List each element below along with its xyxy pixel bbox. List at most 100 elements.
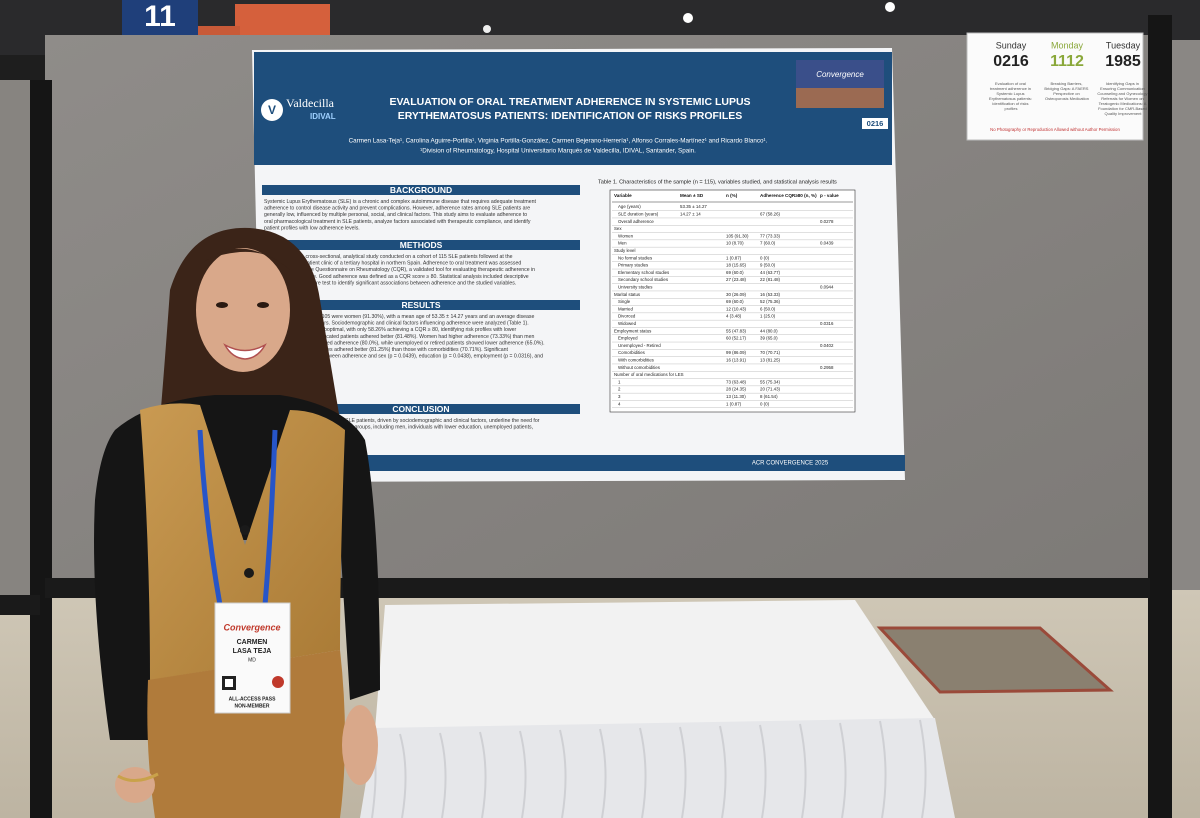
hand — [342, 705, 378, 785]
table-header: n (%) — [726, 193, 738, 198]
table-variable: Widowed — [618, 321, 637, 326]
trousers — [147, 650, 345, 818]
section-heading: RESULTS — [401, 300, 440, 310]
table-variable: Sex — [614, 226, 622, 231]
table-cell: 16 (53.33) — [760, 292, 781, 297]
section-bar — [262, 240, 580, 250]
poster-footer: ACR CONVERGENCE 2025 — [752, 461, 829, 467]
poster-title: EVALUATION OF ORAL TREATMENT ADHERENCE I… — [389, 96, 750, 108]
table-variable: Men — [618, 241, 627, 246]
schedule-day: Tuesday — [1106, 40, 1141, 50]
table-variable: Comorbidities — [618, 350, 646, 355]
table-cell: 69 (60.0) — [726, 299, 744, 304]
badge-event: Convergence — [223, 622, 280, 632]
table-cell: 0.0278 — [820, 219, 834, 224]
table-cell: 9 (50.0) — [760, 263, 776, 268]
floor-plate — [876, 626, 1114, 694]
schedule-footer: No Photography or Reproduction Allowed w… — [990, 127, 1120, 132]
logo-letter: V — [268, 103, 276, 117]
tablecloth-folds — [369, 719, 927, 818]
table-variable: Without comorbidities — [618, 365, 661, 370]
hand — [115, 767, 155, 803]
tablecloth-top — [375, 600, 935, 730]
table-cell: 22 (81.48) — [760, 277, 781, 282]
schedule-note: Evaluation of oral treatment adherence i… — [989, 81, 1033, 111]
table-variable: Employment status — [614, 328, 652, 333]
table-variable: 4 — [618, 401, 621, 406]
table-variable: Unemployed - Retired — [618, 343, 661, 348]
poster: V Valdecilla IDIVAL EVALUATION OF ORAL T… — [252, 48, 905, 482]
table-variable: Primary studies — [618, 263, 649, 268]
table-cell: 30 (26.09) — [726, 292, 747, 297]
table-cell: 16 (13.91) — [726, 357, 747, 362]
tablecloth-skirt — [360, 718, 955, 818]
table-variable: SLE duration (years) — [618, 211, 659, 216]
table-cell: 20 (71.43) — [760, 387, 781, 392]
eye — [216, 302, 228, 308]
badge-dot — [272, 676, 284, 688]
table-cell: 44 (63.77) — [760, 270, 781, 275]
table-variable: Overall adherence — [618, 219, 654, 224]
institution: Valdecilla — [286, 96, 335, 110]
table-cell: 0.0316 — [820, 321, 834, 326]
gate-number: 11 — [144, 0, 176, 33]
light — [885, 2, 895, 12]
table-variable: Secondary school studies — [618, 277, 669, 282]
schedule-sign: Sunday 0216 Evaluation of oral treatment a… — [966, 32, 1149, 141]
table-variable: Divorced — [618, 314, 636, 319]
table-variable: Women — [618, 233, 634, 238]
logo-mark — [261, 99, 283, 121]
hair-fringe — [200, 248, 290, 270]
table-cell: 52 (75.36) — [760, 299, 781, 304]
table-header: Mean ± SD — [680, 193, 704, 198]
schedule-note: Identifying Gaps in Ensuring Communicati… — [1097, 81, 1148, 116]
section-text: Systemic Lupus Erythematosus (SLE) is a … — [264, 199, 537, 231]
schedule-day: Monday — [1051, 40, 1084, 50]
table-cell: 99 (86.09) — [726, 350, 747, 355]
table-cell: 77 (73.33) — [760, 233, 781, 238]
badge-name: CARMEN — [237, 639, 268, 646]
table-cell: 1 (0.87) — [726, 255, 742, 260]
schedule-number: 0216 — [993, 53, 1029, 70]
badge-pass: ALL-ACCESS PASS — [229, 696, 277, 702]
table-cell: 73 (63.48) — [726, 379, 747, 384]
face — [196, 248, 290, 372]
table-cell: 53.35 ± 14.27 — [680, 204, 707, 209]
table-caption: Table 1. Characteristics of the sample (… — [598, 179, 837, 185]
institution-sub: IDIVAL — [310, 112, 336, 121]
table-cell: 0.0944 — [820, 284, 834, 289]
poster-footer-bar — [360, 455, 905, 471]
light — [483, 25, 491, 33]
display-table — [360, 600, 955, 818]
lanyard — [197, 429, 278, 606]
badge-card — [214, 602, 291, 714]
table-variable: Employed — [618, 336, 638, 341]
table-variable: University studies — [618, 284, 653, 289]
table-cell: 70 (70.71) — [760, 350, 781, 355]
button — [240, 525, 250, 535]
table-cell: 7 (60.0) — [760, 241, 776, 246]
person — [94, 227, 380, 818]
bracelet — [117, 772, 159, 782]
vest — [140, 403, 345, 680]
table-variable: Age (years) — [618, 204, 641, 209]
table-variable: 1 — [618, 379, 621, 384]
table-cell: 4 (3.48) — [726, 314, 742, 319]
eye — [257, 302, 269, 308]
table-header: Adherence CQR≥80 (n, %) — [760, 193, 817, 198]
table-cell: 0.0439 — [820, 241, 834, 246]
authors: Carmen Lasa-Teja¹, Carolina Aguirre-Port… — [349, 138, 768, 145]
table-cell: 1 (0.87) — [726, 401, 742, 406]
table-cell: 18 (15.65) — [726, 263, 747, 268]
table-variable: No formal studies — [618, 255, 653, 260]
poster-number: 0216 — [867, 119, 884, 128]
table-cell: 8 (61.54) — [760, 394, 778, 399]
table-cell: 13 (11.30) — [726, 394, 746, 399]
table-cell: 0.2958 — [820, 365, 834, 370]
table-cell: 105 (91.30) — [726, 233, 749, 238]
table-frame — [609, 189, 856, 413]
table-variable: Marital status — [614, 292, 641, 297]
name-badge: Convergence CARMEN LASA TEJA MD ALL-ACCE… — [214, 602, 291, 714]
table-cell: 28 (24.35) — [726, 387, 747, 392]
